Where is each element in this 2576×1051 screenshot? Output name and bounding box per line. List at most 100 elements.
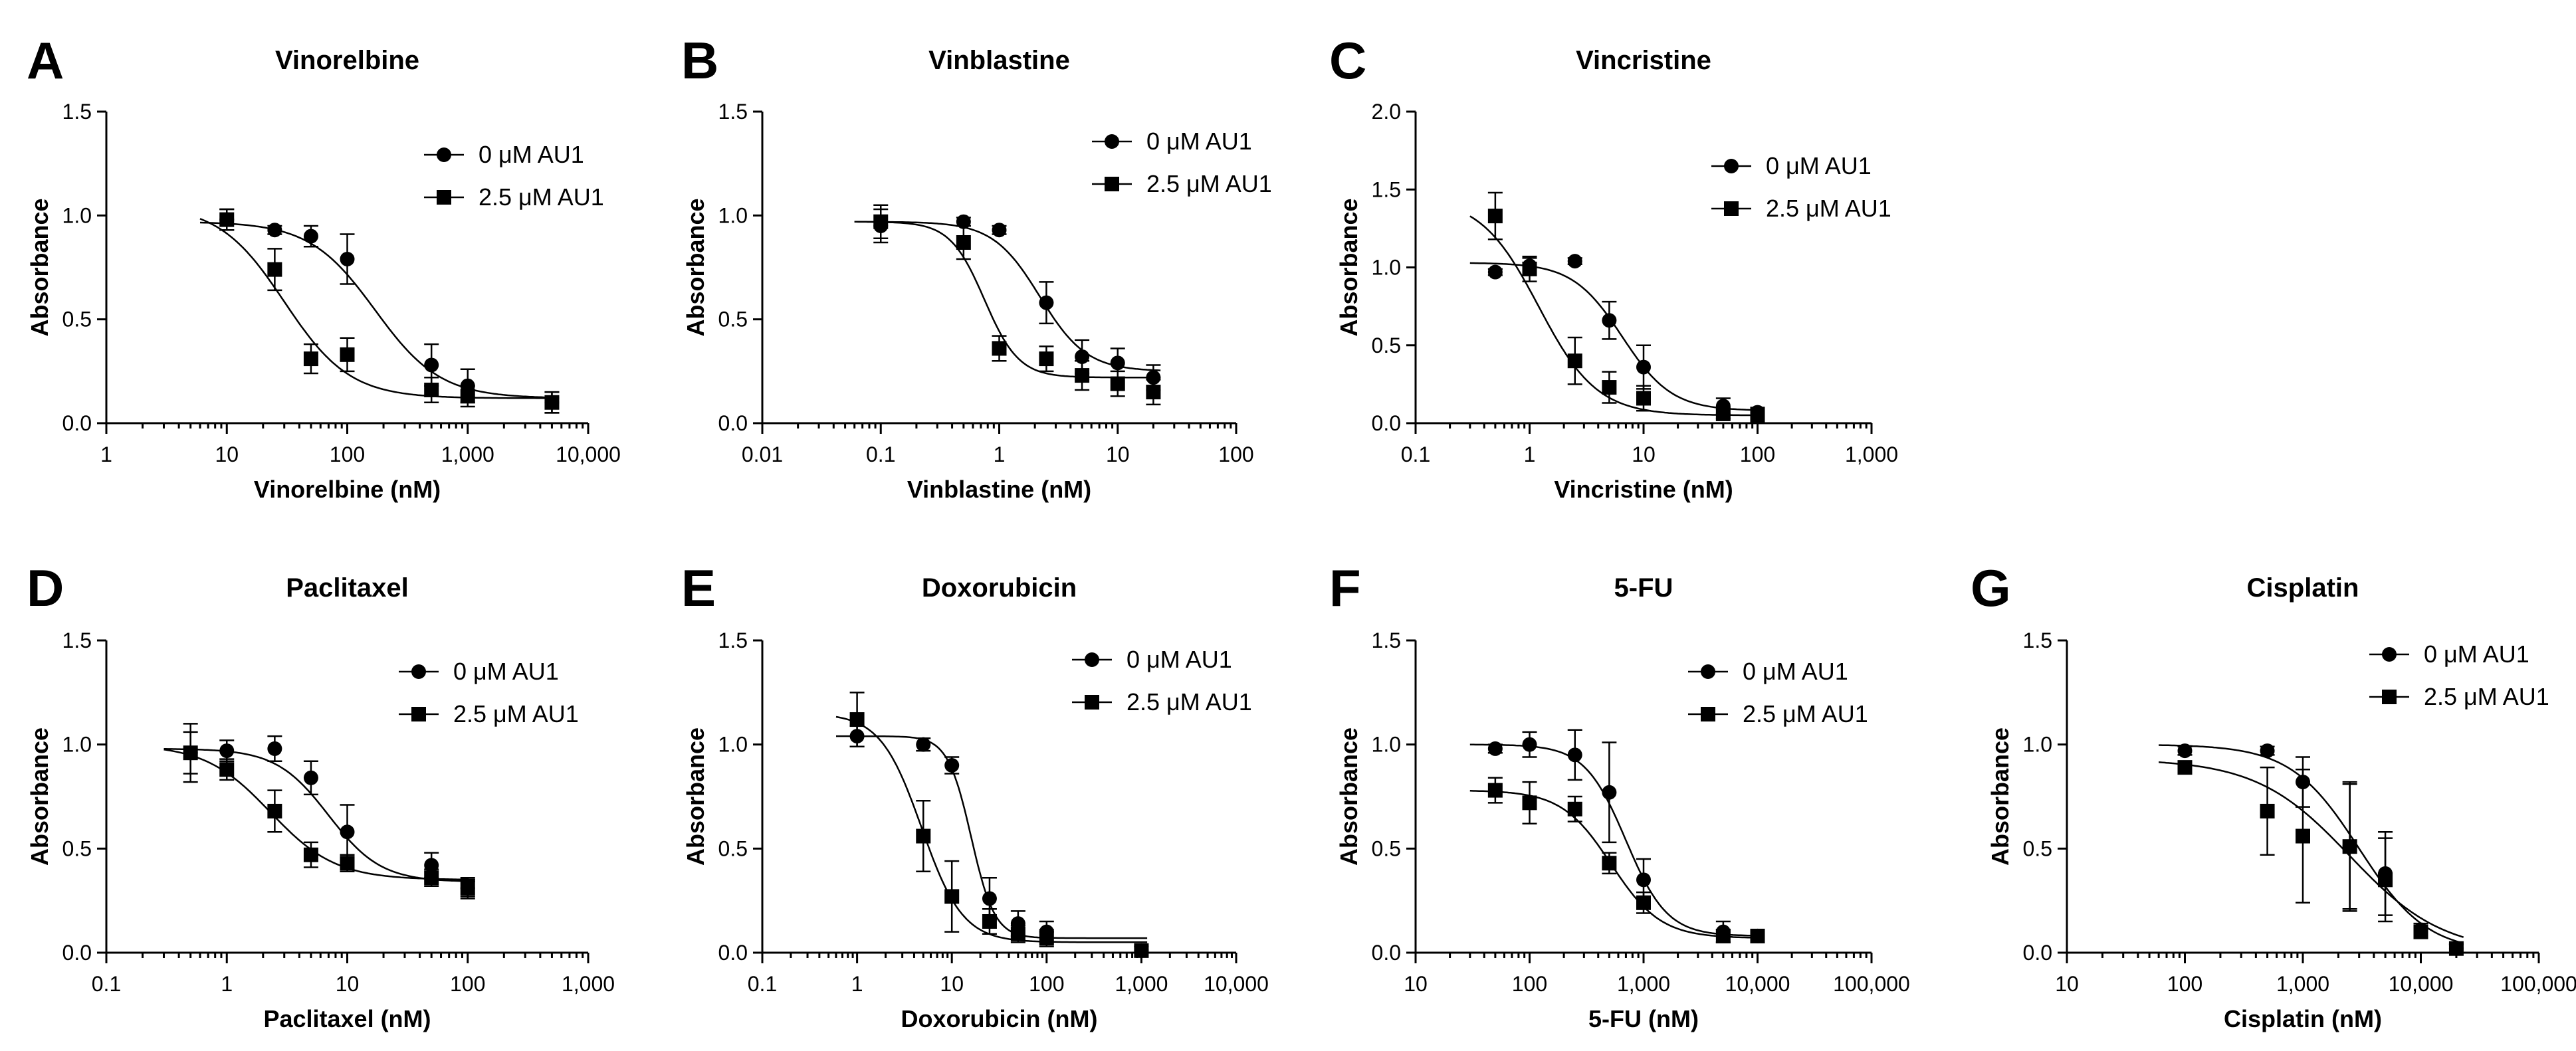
legend-label: 0 μM AU1	[453, 658, 559, 685]
legend-marker	[1105, 134, 1119, 149]
data-point	[2413, 924, 2428, 939]
data-point	[1750, 408, 1765, 423]
fit-curve	[163, 748, 475, 881]
x-tick-label: 1,000	[1115, 972, 1168, 996]
fit-curve	[2159, 744, 2464, 945]
x-axis-label: Vincristine (nM)	[1554, 476, 1733, 503]
panel-d: D Paclitaxel 0.0 0.5 1.0 1.5 0.1 1 10 100 1,000 Pac…	[26, 559, 615, 1032]
y-tick-label: 1.5	[718, 628, 748, 652]
y-tick-label: 1.5	[1372, 177, 1401, 201]
y-tick-label: 1.5	[62, 100, 92, 124]
y-axis-label: Absorbance	[682, 198, 709, 336]
data-point	[183, 745, 198, 761]
y-axis-label: Absorbance	[26, 727, 53, 866]
panel-letter: C	[1329, 31, 1366, 90]
chart-title: 5-FU	[1614, 573, 1673, 603]
x-tick-label: 10	[1632, 442, 1656, 466]
x-tick-label: 1,000	[1617, 972, 1670, 996]
x-axis-label: Vinorelbine (nM)	[254, 476, 441, 503]
legend-label: 2.5 μM AU1	[453, 700, 579, 727]
chart-title: Paclitaxel	[286, 573, 409, 603]
data-point	[1715, 406, 1731, 421]
data-point	[1487, 741, 1503, 756]
chart-title: Vincristine	[1576, 46, 1711, 75]
data-point	[340, 347, 355, 362]
data-point	[1487, 209, 1503, 224]
fit-curve	[199, 218, 560, 399]
legend-marker	[411, 707, 426, 721]
data-point	[1146, 385, 1161, 400]
y-axis-label: Absorbance	[26, 198, 53, 336]
data-point	[1602, 785, 1617, 800]
data-point	[219, 762, 235, 777]
panel-letter: F	[1329, 559, 1361, 617]
y-tick-label: 1.5	[2023, 628, 2052, 652]
fit-curve	[1469, 790, 1765, 939]
x-tick-label: 10,000	[1725, 972, 1790, 996]
series-au1	[2159, 760, 2464, 956]
legend-label: 0 μM AU1	[1146, 128, 1252, 155]
legend-label: 2.5 μM AU1	[1146, 170, 1272, 197]
x-tick-label: 10,000	[1204, 972, 1269, 996]
data-point	[1715, 928, 1731, 943]
legend-label: 2.5 μM AU1	[1127, 688, 1252, 716]
data-point	[267, 223, 282, 238]
fit-curve	[1469, 743, 1765, 937]
fit-curve	[199, 221, 560, 399]
panel-letter: E	[681, 559, 716, 617]
data-point	[1636, 895, 1651, 910]
y-axis-label: Absorbance	[1986, 727, 2014, 866]
data-point	[1134, 943, 1149, 958]
legend-marker	[1724, 159, 1739, 173]
x-tick-label: 100,000	[1833, 972, 1910, 996]
series-control	[199, 208, 560, 414]
y-tick-label: 0.0	[718, 411, 748, 435]
data-point	[916, 828, 931, 844]
y-tick-label: 0.0	[718, 941, 748, 965]
y-tick-label: 0.0	[1372, 941, 1401, 965]
data-point	[424, 382, 439, 397]
x-tick-label: 10	[215, 442, 239, 466]
data-point	[1075, 368, 1090, 383]
data-point	[1522, 795, 1537, 811]
data-point	[1522, 737, 1537, 752]
data-point	[849, 712, 865, 727]
data-point	[1636, 359, 1651, 375]
legend-marker	[2382, 690, 2397, 704]
data-point	[1010, 926, 1025, 941]
fit-curve	[2159, 761, 2464, 938]
data-point	[219, 212, 235, 227]
series-au1	[199, 208, 560, 414]
data-point	[944, 758, 960, 773]
data-point	[1636, 872, 1651, 888]
data-point	[1110, 376, 1125, 391]
legend-label: 2.5 μM AU1	[1766, 195, 1891, 222]
y-tick-label: 1.0	[1372, 733, 1401, 757]
x-tick-label: 10,000	[556, 442, 621, 466]
y-tick-label: 1.0	[1372, 256, 1401, 280]
data-point	[1039, 351, 1054, 367]
x-tick-label: 1	[851, 972, 863, 996]
chart-title: Vinblastine	[928, 46, 1070, 75]
data-point	[1602, 313, 1617, 328]
y-tick-label: 0.5	[62, 308, 92, 332]
y-tick-label: 1.5	[1372, 628, 1401, 652]
legend-label: 2.5 μM AU1	[2424, 683, 2549, 710]
series-au1	[835, 692, 1149, 958]
x-tick-label: 100	[1512, 972, 1547, 996]
legend-marker	[437, 190, 451, 205]
y-tick-label: 1.5	[62, 628, 92, 652]
x-tick-label: 100	[1740, 442, 1775, 466]
x-tick-label: 1,000	[2276, 972, 2329, 996]
panel-letter: D	[27, 559, 64, 617]
data-point	[2296, 828, 2310, 844]
data-point	[1567, 353, 1582, 369]
data-point	[2177, 760, 2193, 775]
data-point	[219, 743, 235, 759]
panel-g: G Cisplatin 0.0 0.5 1.0 1.5 10 100 1,000 10,000 10…	[1971, 559, 2576, 1032]
data-point	[1602, 856, 1617, 871]
x-tick-label: 0.1	[748, 972, 777, 996]
x-tick-label: 10,000	[2389, 972, 2454, 996]
x-axis-label: Cisplatin (nM)	[2224, 1005, 2382, 1032]
